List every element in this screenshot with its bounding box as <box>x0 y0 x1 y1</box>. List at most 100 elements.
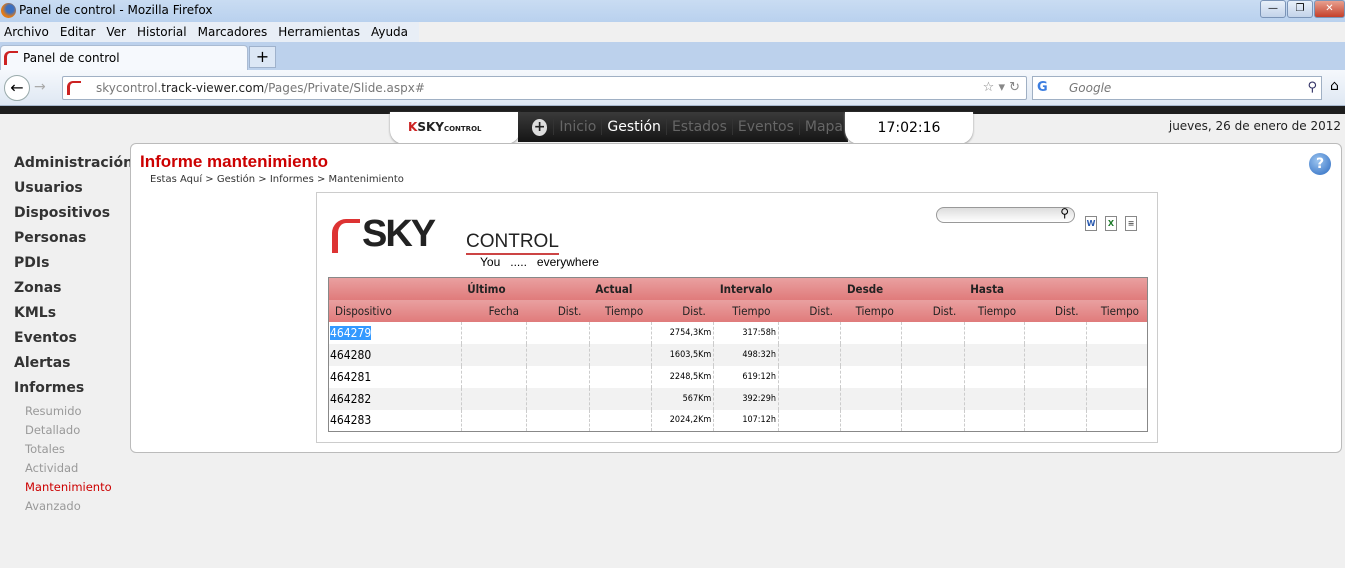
menu-ver[interactable]: Ver <box>106 25 126 39</box>
sidebar-subitem[interactable]: Avanzado <box>25 499 81 513</box>
sidebar-subitem[interactable]: Resumido <box>25 404 82 418</box>
table-cell <box>460 321 527 344</box>
column-header[interactable]: Tiempo <box>732 303 771 318</box>
table-cell: 2754,3Km <box>650 321 714 344</box>
table-cell <box>1023 409 1087 432</box>
table-row[interactable]: 464280 1603,5Km 498:32h <box>328 343 1148 366</box>
maintenance-table: Último Actual Intervalo Desde Hasta Dispositi… <box>328 277 1148 432</box>
new-tab-button[interactable]: + <box>249 46 276 68</box>
sidebar-item[interactable]: Eventos <box>14 330 77 346</box>
table-cell <box>1086 343 1148 366</box>
column-header[interactable]: Fecha <box>488 303 519 318</box>
column-header[interactable]: Dist. <box>809 303 833 318</box>
group-header <box>1087 278 1148 300</box>
column-header[interactable]: Dispositivo <box>335 303 392 318</box>
sidebar-item[interactable]: Informes <box>14 380 85 396</box>
skycontrol-logo[interactable]: KSKYCONTROL <box>390 112 520 144</box>
cell-text: 317:58h <box>742 327 776 338</box>
table-row[interactable]: 464281 2248,5Km 619:12h <box>329 365 1148 388</box>
table-cell <box>777 321 841 344</box>
sidebar-item[interactable]: Alertas <box>14 355 71 371</box>
group-header <box>902 278 964 300</box>
url-text: skycontrol.track-viewer.com/Pages/Privat… <box>96 81 425 95</box>
device-id-cell: 464279 <box>329 322 462 344</box>
sidebar-item[interactable]: Personas <box>14 230 87 246</box>
menu-editar[interactable]: Editar <box>59 25 96 39</box>
skycontrol-brand-logo: SKY CONTROL You ..... everywhere <box>332 213 607 270</box>
table-cell <box>840 321 902 344</box>
table-cell <box>526 321 590 344</box>
report-container: SKY CONTROL You ..... everywhere ⚲ W X ≡… <box>316 192 1158 443</box>
sidebar-subitem[interactable]: Detallado <box>25 423 81 437</box>
column-header[interactable]: Tiempo <box>855 303 894 318</box>
nav-estados[interactable]: Estados <box>665 119 732 135</box>
plus-icon[interactable]: + <box>532 118 548 136</box>
tab-panel-de-control[interactable]: Panel de control <box>0 45 248 70</box>
column-header[interactable]: Dist. <box>932 303 957 318</box>
column-header[interactable]: Tiempo <box>1100 303 1139 318</box>
sidebar-subitem[interactable]: Actividad <box>25 461 79 475</box>
sidebar-item[interactable]: PDIs <box>14 255 50 271</box>
menu-ayuda[interactable]: Ayuda <box>370 25 409 39</box>
maximize-button[interactable]: ❐ <box>1287 0 1313 18</box>
sidebar-item[interactable]: Usuarios <box>14 180 83 196</box>
sidebar-item[interactable]: Dispositivos <box>14 205 111 221</box>
search-icon[interactable]: ⚲ <box>1060 206 1069 220</box>
cell-text: 392:29h <box>742 393 776 404</box>
table-cell: 2024,2Km <box>650 409 714 432</box>
search-icon[interactable]: ⚲ <box>1307 80 1317 95</box>
cell-text: 1603,5Km <box>669 349 712 360</box>
tab-title: Panel de control <box>23 51 120 65</box>
sidebar-item[interactable]: Zonas <box>14 280 62 296</box>
table-cell <box>963 365 1025 388</box>
table-cell <box>777 343 841 366</box>
bookmark-star-icon[interactable]: ☆ ▾ ↻ <box>982 80 1020 95</box>
search-input[interactable]: G Google ⚲ <box>1032 76 1322 100</box>
menu-herramientas[interactable]: Herramientas <box>278 25 360 39</box>
help-icon[interactable]: ? <box>1309 153 1331 175</box>
column-header[interactable]: Tiempo <box>977 303 1017 318</box>
cell-text: 567Km <box>682 393 712 404</box>
cell-text: 464281 <box>330 369 372 384</box>
nav-eventos[interactable]: Eventos <box>731 119 799 135</box>
table-cell <box>777 387 841 410</box>
table-cell <box>840 343 902 366</box>
column-header[interactable]: Dist. <box>682 303 706 318</box>
table-row[interactable]: 464282 567Km 392:29h <box>328 387 1148 410</box>
url-bar[interactable]: skycontrol.track-viewer.com/Pages/Privat… <box>62 76 1027 100</box>
nav-inicio[interactable]: Inicio <box>553 119 601 135</box>
back-button[interactable]: ← <box>4 75 30 101</box>
close-button[interactable]: ✕ <box>1314 0 1345 18</box>
forward-button[interactable]: → <box>34 79 46 95</box>
main-panel: Informe mantenimiento Estas Aquí > Gesti… <box>130 143 1342 453</box>
table-row[interactable]: 464283 2024,2Km 107:12h <box>329 409 1148 432</box>
column-header[interactable]: Tiempo <box>605 303 644 318</box>
sidebar-subitem[interactable]: Totales <box>25 442 65 456</box>
nav-mapa[interactable]: Mapa <box>798 119 848 135</box>
group-header: Intervalo <box>719 281 773 296</box>
sidebar-item[interactable]: KMLs <box>14 305 57 321</box>
table-cell <box>460 343 527 366</box>
sidebar-item[interactable]: Administración <box>14 155 134 171</box>
menu-marcadores[interactable]: Marcadores <box>197 25 268 39</box>
export-word-icon[interactable]: W <box>1085 216 1097 231</box>
menu-historial[interactable]: Historial <box>136 25 187 39</box>
sidebar-subitem[interactable]: Mantenimiento <box>25 480 112 494</box>
export-text-icon[interactable]: ≡ <box>1125 216 1137 231</box>
site-header-bar <box>0 106 1345 114</box>
column-header[interactable]: Dist. <box>1055 303 1079 318</box>
report-search-input[interactable]: ⚲ <box>936 206 1075 223</box>
window-title: Panel de control - Mozilla Firefox <box>19 3 213 17</box>
cell-text: 2024,2Km <box>669 415 712 426</box>
minimize-button[interactable]: — <box>1260 0 1286 18</box>
group-header <box>778 278 840 300</box>
column-header[interactable]: Dist. <box>557 303 582 318</box>
nav-gestión[interactable]: Gestión <box>601 119 666 135</box>
table-cell <box>1023 365 1087 388</box>
table-cell <box>963 409 1025 432</box>
home-icon[interactable]: ⌂ <box>1330 78 1339 94</box>
table-row[interactable]: 464279 2754,3Km 317:58h <box>329 321 1148 344</box>
export-excel-icon[interactable]: X <box>1105 216 1117 231</box>
menu-archivo[interactable]: Archivo <box>4 25 49 39</box>
google-icon: G <box>1037 80 1048 95</box>
